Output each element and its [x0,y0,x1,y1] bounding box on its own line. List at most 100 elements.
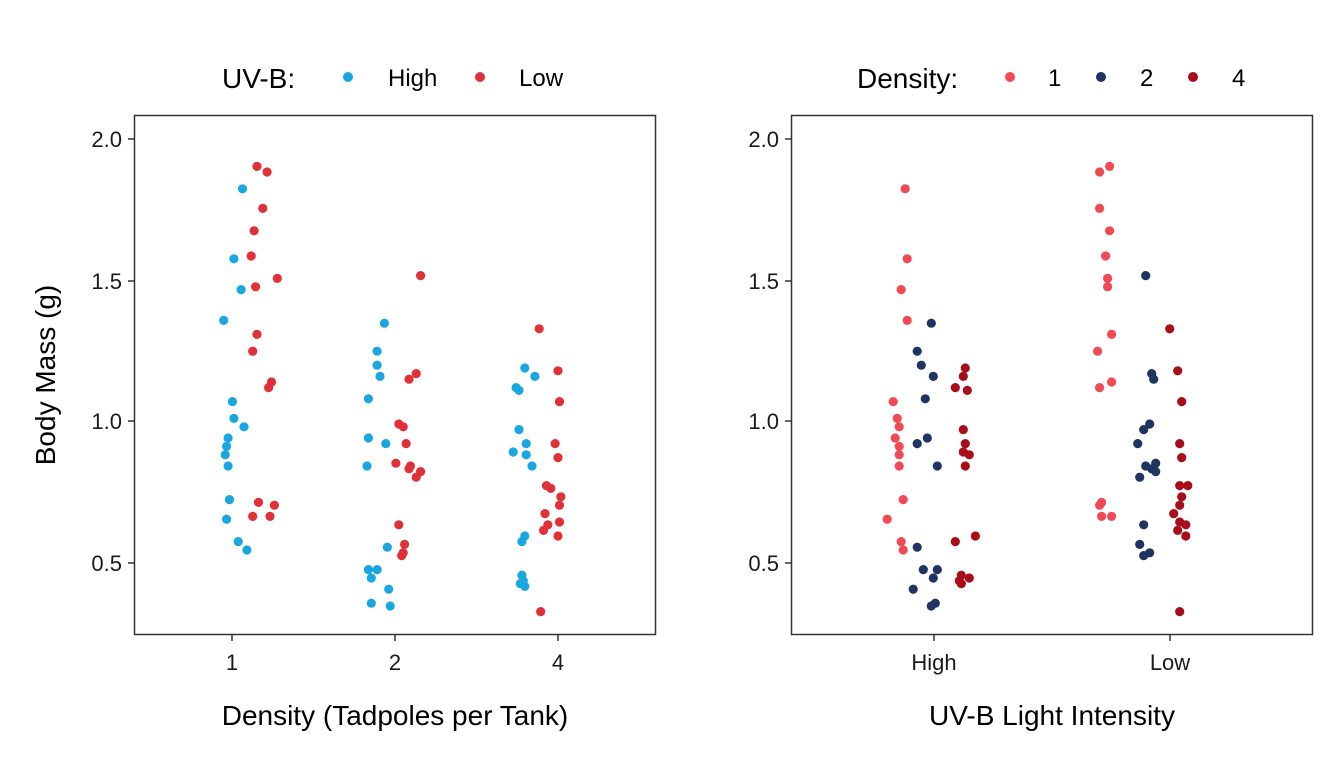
right-point-4 [950,383,960,393]
right-xtick-label: High [911,650,956,675]
left-point-low [539,525,549,536]
right-point-1 [894,450,904,460]
right-point-1 [894,422,904,432]
right-point-4 [958,371,968,381]
left-point-low [262,167,272,177]
left-point-high [227,397,237,407]
left-point-high [372,360,382,370]
left-point-low [258,203,268,213]
right-point-4 [964,450,974,460]
left-point-high [366,598,376,608]
right-point-1 [1107,377,1117,387]
right-point-1 [1101,251,1111,261]
left-x-axis: 1 2 4 [226,635,564,675]
right-point-4 [956,579,966,589]
right-point-2 [928,371,938,381]
right-point-1 [894,441,904,451]
right-point-4 [1175,500,1185,510]
right-point-4 [1181,531,1191,541]
left-point-high [372,565,382,575]
left-point-high [219,315,229,325]
right-ytick-label: 2.0 [748,127,779,152]
left-point-low [400,539,410,550]
right-point-4 [960,461,970,471]
right-point-4 [950,537,960,547]
right-point-1 [902,254,912,264]
left-ytick-label: 1.5 [91,269,122,294]
right-panel: Density: 1 2 4 0.5 1.0 1.5 2.0 High Low … [748,63,1314,731]
left-point-high [520,581,530,592]
right-point-1 [1095,500,1105,510]
left-point-high [520,363,530,373]
left-point-low [252,329,262,339]
left-plot-panel [133,114,657,636]
left-legend-key-high [343,72,353,82]
right-point-2 [928,573,938,583]
left-legend-label-low: Low [519,65,564,92]
left-point-low [264,383,274,393]
right-point-2 [1139,551,1149,561]
right-point-1 [1095,167,1105,177]
right-legend-key-1 [1005,72,1015,82]
right-point-1 [1107,329,1117,339]
right-point-2 [932,461,942,471]
left-point-high [363,565,373,575]
right-point-1 [896,537,906,547]
left-point-low [404,464,414,474]
right-point-1 [1093,346,1103,356]
right-point-1 [1105,226,1115,236]
left-legend-label-high: High [388,65,437,92]
left-point-low [411,472,421,482]
right-point-4 [958,425,968,435]
right-point-2 [1151,467,1161,477]
left-xtick-label: 4 [552,650,564,675]
left-point-low [404,374,414,384]
right-point-4 [970,531,981,541]
left-point-high [372,346,382,356]
right-point-2 [926,318,936,328]
right-point-2 [932,565,942,575]
left-point-low [397,551,407,561]
left-point-high [363,394,373,404]
right-point-4 [964,573,974,583]
right-point-2 [912,542,922,552]
left-point-high [222,441,232,451]
right-point-4 [1175,439,1185,449]
right-point-1 [896,285,906,295]
left-point-high [223,433,233,443]
left-point-low [540,508,550,519]
left-point-high [236,285,246,295]
left-point-high [233,537,243,547]
left-point-high [385,601,395,611]
left-point-low [534,324,544,334]
right-legend-key-2 [1096,72,1106,82]
left-y-axis: 0.5 1.0 1.5 2.0 [91,127,134,576]
left-point-low [272,273,282,283]
right-point-1 [898,495,908,505]
right-legend-label-2: 2 [1140,65,1153,92]
right-point-4 [1177,397,1187,407]
right-point-4 [1165,324,1175,334]
left-point-low [411,369,421,379]
right-point-1 [902,315,912,325]
right-point-2 [1135,539,1145,550]
left-point-low [536,607,546,617]
left-point-high [363,433,373,443]
right-point-1 [1095,383,1105,393]
left-point-high [379,318,389,328]
right-point-2 [1139,425,1149,435]
left-point-high [237,184,248,194]
right-ytick-label: 1.0 [748,409,779,434]
right-point-2 [912,346,922,356]
right-point-2 [1139,520,1149,530]
left-points [219,161,566,617]
left-point-low [265,511,275,521]
left-point-high [229,254,239,264]
left-point-low [253,497,264,507]
right-point-1 [882,514,892,524]
left-point-low [401,439,411,449]
left-point-high [222,514,232,524]
right-point-1 [1103,273,1113,283]
right-point-4 [1169,508,1179,519]
